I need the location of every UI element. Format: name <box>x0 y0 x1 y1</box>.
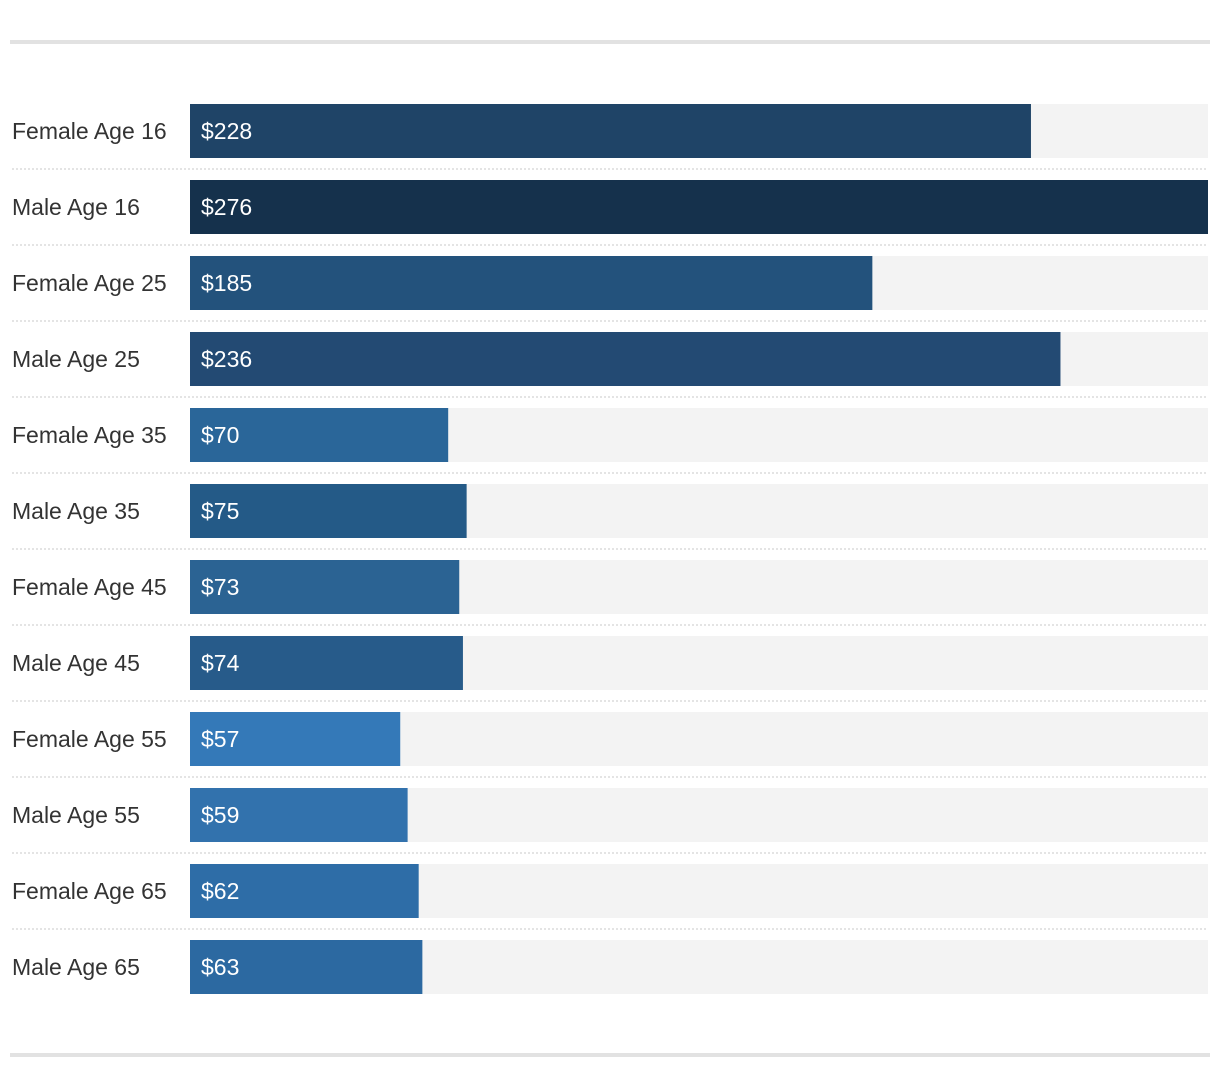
value-label: $59 <box>201 802 239 828</box>
value-label: $74 <box>201 650 240 676</box>
bar <box>190 408 449 462</box>
category-label: Female Age 25 <box>12 270 167 296</box>
value-label: $276 <box>201 194 252 220</box>
bar <box>190 636 463 690</box>
value-label: $73 <box>201 574 239 600</box>
bar <box>190 180 1208 234</box>
value-label: $70 <box>201 422 239 448</box>
category-label: Female Age 65 <box>12 878 167 904</box>
bar <box>190 864 419 918</box>
bar <box>190 560 460 614</box>
bottom-rule <box>10 1053 1210 1057</box>
category-label: Female Age 55 <box>12 726 167 752</box>
category-label: Male Age 35 <box>12 498 140 524</box>
category-label: Female Age 45 <box>12 574 167 600</box>
value-label: $63 <box>201 954 239 980</box>
value-label: $228 <box>201 118 252 144</box>
category-label: Female Age 35 <box>12 422 167 448</box>
value-label: $57 <box>201 726 239 752</box>
category-label: Male Age 25 <box>12 346 140 372</box>
value-label: $185 <box>201 270 252 296</box>
bar <box>190 940 423 994</box>
value-label: $62 <box>201 878 239 904</box>
category-label: Male Age 45 <box>12 650 140 676</box>
bar <box>190 332 1061 386</box>
bar <box>190 788 408 842</box>
category-label: Male Age 65 <box>12 954 140 980</box>
category-label: Male Age 16 <box>12 194 140 220</box>
top-rule <box>10 40 1210 44</box>
value-label: $75 <box>201 498 239 524</box>
category-label: Female Age 16 <box>12 118 167 144</box>
bar <box>190 256 873 310</box>
bar <box>190 104 1031 158</box>
value-label: $236 <box>201 346 252 372</box>
bar <box>190 484 467 538</box>
bar <box>190 712 401 766</box>
category-label: Male Age 55 <box>12 802 140 828</box>
